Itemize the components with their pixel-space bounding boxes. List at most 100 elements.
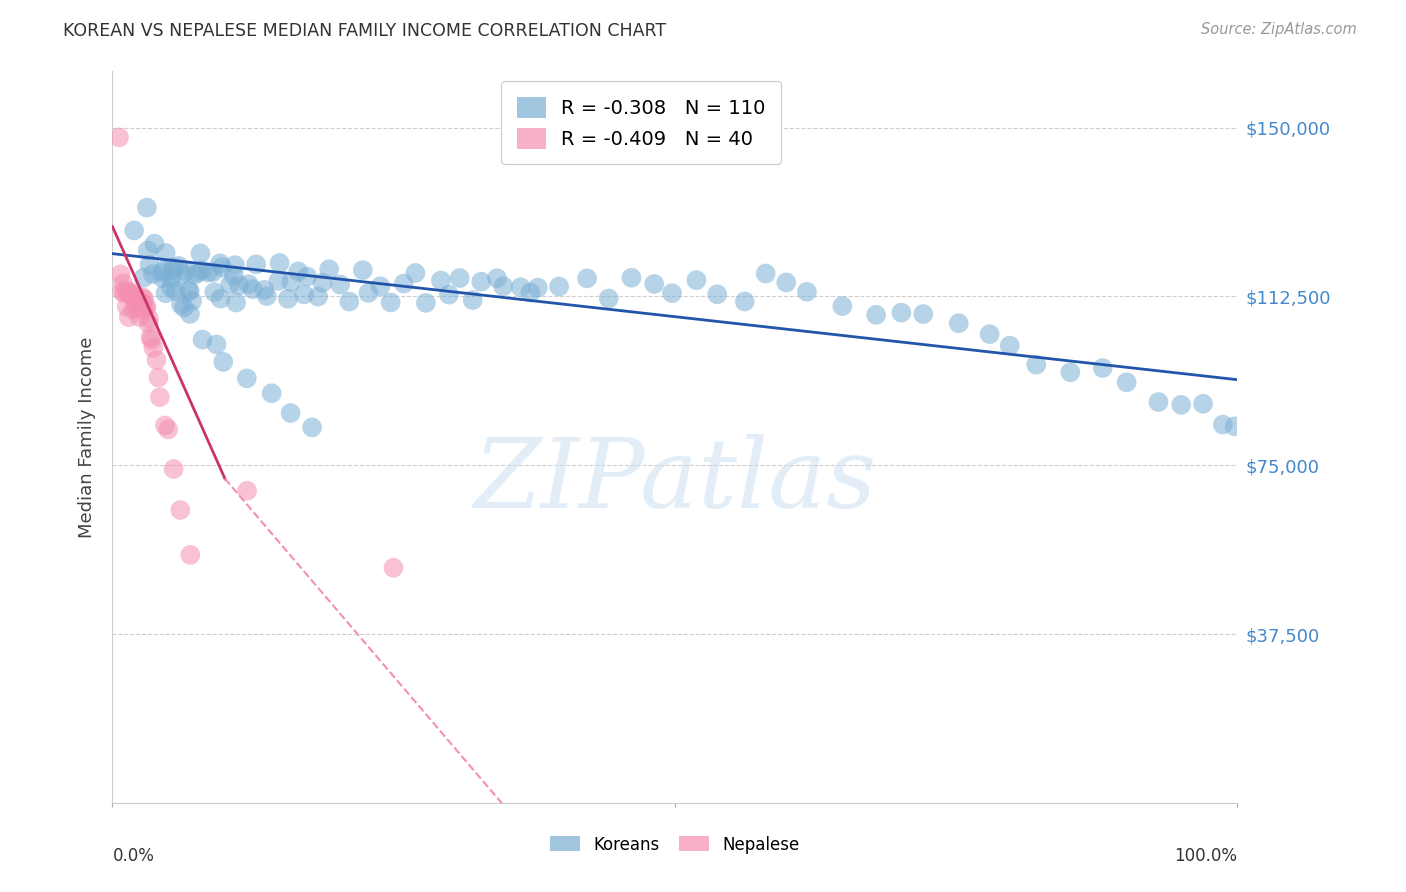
Text: Source: ZipAtlas.com: Source: ZipAtlas.com	[1201, 22, 1357, 37]
Point	[160, 281, 183, 295]
Point	[485, 271, 508, 285]
Point	[245, 257, 267, 271]
Point	[173, 301, 195, 315]
Point	[620, 270, 643, 285]
Point	[269, 256, 291, 270]
Point	[149, 390, 172, 404]
Point	[135, 201, 157, 215]
Point	[143, 236, 166, 251]
Point	[211, 260, 233, 275]
Point	[111, 276, 134, 290]
Point	[131, 296, 153, 310]
Point	[228, 278, 250, 293]
Point	[912, 307, 935, 321]
Point	[184, 268, 207, 282]
Point	[120, 285, 142, 300]
Point	[132, 270, 155, 285]
Point	[509, 280, 531, 294]
Point	[179, 307, 201, 321]
Point	[142, 267, 165, 281]
Point	[865, 308, 887, 322]
Point	[155, 246, 177, 260]
Point	[187, 266, 209, 280]
Point	[295, 269, 318, 284]
Point	[191, 333, 214, 347]
Point	[277, 292, 299, 306]
Point	[165, 284, 187, 298]
Point	[1223, 419, 1246, 434]
Point	[179, 284, 201, 298]
Point	[141, 333, 163, 347]
Point	[706, 287, 728, 301]
Point	[267, 274, 290, 288]
Point	[685, 273, 707, 287]
Point	[404, 266, 426, 280]
Point	[519, 285, 541, 300]
Point	[1025, 358, 1047, 372]
Point	[527, 280, 550, 294]
Point	[170, 297, 193, 311]
Point	[598, 292, 620, 306]
Point	[329, 277, 352, 292]
Point	[1147, 395, 1170, 409]
Point	[548, 279, 571, 293]
Point	[209, 256, 232, 270]
Point	[135, 300, 157, 314]
Point	[260, 386, 283, 401]
Point	[236, 371, 259, 385]
Point	[177, 283, 200, 297]
Point	[132, 303, 155, 318]
Point	[661, 286, 683, 301]
Point	[142, 341, 165, 355]
Point	[755, 267, 778, 281]
Point	[461, 293, 484, 307]
Point	[357, 285, 380, 300]
Point	[311, 276, 333, 290]
Point	[115, 283, 138, 297]
Point	[380, 295, 402, 310]
Point	[492, 279, 515, 293]
Point	[576, 271, 599, 285]
Point	[118, 310, 141, 325]
Text: 0.0%: 0.0%	[112, 847, 155, 864]
Point	[191, 263, 214, 277]
Point	[128, 310, 150, 324]
Point	[124, 299, 146, 313]
Point	[110, 267, 132, 281]
Point	[160, 271, 183, 285]
Point	[449, 271, 471, 285]
Point	[222, 268, 245, 283]
Legend: Koreans, Nepalese: Koreans, Nepalese	[543, 829, 807, 860]
Point	[1170, 398, 1192, 412]
Point	[162, 263, 184, 277]
Point	[318, 262, 340, 277]
Point	[174, 264, 197, 278]
Point	[145, 352, 167, 367]
Point	[124, 288, 146, 302]
Point	[225, 295, 247, 310]
Point	[122, 302, 145, 317]
Point	[1115, 376, 1137, 390]
Point	[153, 418, 176, 433]
Point	[197, 266, 219, 280]
Point	[167, 259, 190, 273]
Point	[115, 299, 138, 313]
Point	[643, 277, 665, 291]
Point	[292, 287, 315, 301]
Point	[831, 299, 853, 313]
Point	[734, 294, 756, 309]
Point	[132, 290, 155, 304]
Point	[280, 275, 302, 289]
Point	[117, 285, 139, 300]
Point	[382, 561, 405, 575]
Point	[190, 246, 212, 260]
Point	[120, 288, 142, 302]
Point	[201, 265, 224, 279]
Point	[181, 293, 204, 308]
Point	[352, 263, 374, 277]
Point	[775, 276, 797, 290]
Point	[1192, 397, 1215, 411]
Point	[219, 277, 242, 292]
Point	[139, 330, 162, 344]
Point	[205, 337, 228, 351]
